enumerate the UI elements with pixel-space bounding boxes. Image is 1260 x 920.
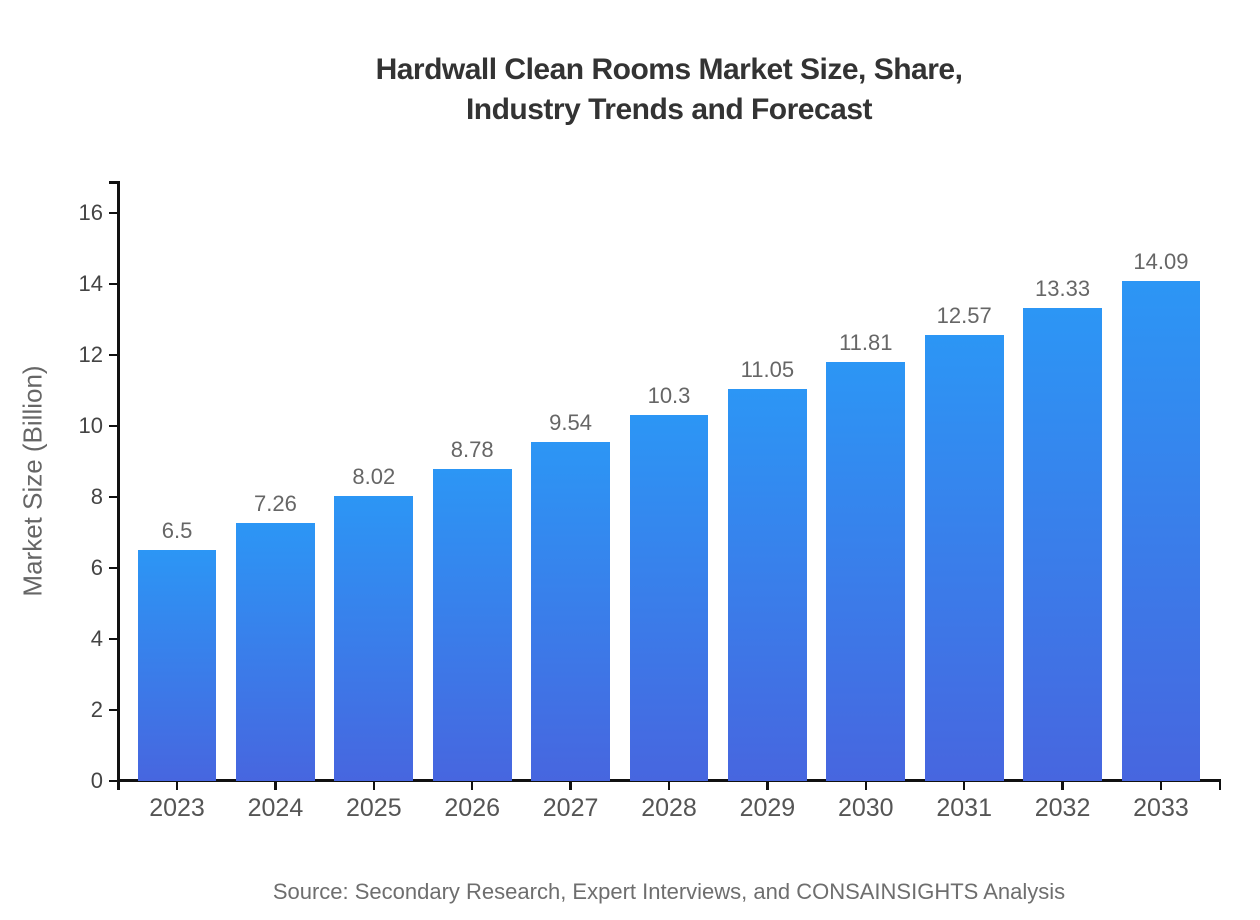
x-tick-label: 2031 — [936, 794, 992, 822]
source-attribution: Source: Secondary Research, Expert Inter… — [272, 879, 1066, 904]
bar-value-label: 11.81 — [839, 329, 893, 355]
x-tick-mark — [667, 781, 671, 790]
x-tick-mark — [962, 781, 966, 790]
x-tick-mark — [766, 781, 769, 790]
y-tick-mark — [109, 424, 117, 428]
x-tick-label: 2023 — [149, 794, 205, 822]
y-tick-mark — [109, 708, 117, 712]
y-tick-mark — [109, 779, 117, 783]
y-tick-label: 12 — [78, 342, 103, 367]
x-tick-label: 2030 — [837, 794, 894, 822]
x-tick-mark — [569, 781, 572, 790]
bar-value-label: 9.54 — [549, 410, 592, 436]
y-tick-label: 0 — [90, 768, 103, 793]
y-tick-mark — [109, 495, 117, 499]
y-tick-label: 6 — [90, 555, 103, 580]
bar — [924, 334, 1004, 781]
bar-value-label: 7.26 — [254, 491, 297, 517]
y-tick-label: 4 — [90, 626, 103, 651]
y-tick-mark — [109, 637, 117, 641]
x-tick-label: 2032 — [1034, 794, 1091, 822]
y-tick-label: 2 — [90, 697, 103, 722]
x-tick-mark — [1159, 781, 1163, 790]
bar — [1121, 280, 1201, 781]
bar-value-label: 11.05 — [740, 356, 795, 382]
x-axis-right-end-tick — [1218, 781, 1221, 790]
x-tick-mark — [274, 781, 277, 790]
x-tick-label: 2027 — [542, 794, 599, 822]
y-tick-label: 14 — [78, 271, 103, 296]
x-tick-label: 2029 — [739, 794, 796, 822]
x-tick-mark — [175, 781, 179, 790]
x-tick-label: 2025 — [346, 794, 402, 822]
x-tick-label: 2024 — [247, 794, 304, 822]
bar-value-label: 13.33 — [1035, 275, 1091, 301]
x-tick-mark — [864, 781, 868, 790]
bar — [432, 469, 512, 781]
x-tick-mark — [372, 781, 376, 790]
x-tick-mark — [470, 781, 474, 790]
bar-value-label: 8.78 — [450, 437, 494, 463]
bar — [728, 388, 807, 781]
bar-value-label: 12.57 — [936, 302, 992, 328]
bar — [531, 442, 610, 781]
y-axis-top-cap — [109, 181, 117, 184]
bar — [1023, 307, 1102, 781]
y-tick-label: 16 — [78, 200, 103, 225]
x-tick-label: 2028 — [641, 794, 697, 822]
bar — [826, 361, 906, 781]
x-axis-left-end-tick — [117, 781, 120, 790]
x-tick-mark — [1061, 781, 1064, 790]
bar-value-label: 10.3 — [647, 383, 691, 409]
x-tick-label: 2033 — [1133, 794, 1189, 822]
bar — [629, 415, 709, 781]
y-tick-label: 10 — [78, 413, 103, 438]
y-tick-mark — [109, 566, 117, 570]
bar — [334, 496, 414, 781]
x-tick-label: 2026 — [444, 794, 501, 822]
bar — [137, 550, 217, 781]
y-tick-label: 8 — [90, 484, 103, 509]
bar-value-label: 6.5 — [161, 518, 193, 544]
y-axis-line — [117, 181, 120, 782]
chart-title: Hardwall Clean Rooms Market Size, Share,… — [375, 53, 963, 126]
bar-value-label: 8.02 — [352, 464, 396, 490]
bar-value-label: 14.09 — [1133, 248, 1189, 274]
y-tick-mark — [109, 282, 117, 286]
bar — [236, 523, 315, 781]
y-tick-mark — [109, 211, 117, 215]
y-tick-mark — [109, 353, 117, 357]
